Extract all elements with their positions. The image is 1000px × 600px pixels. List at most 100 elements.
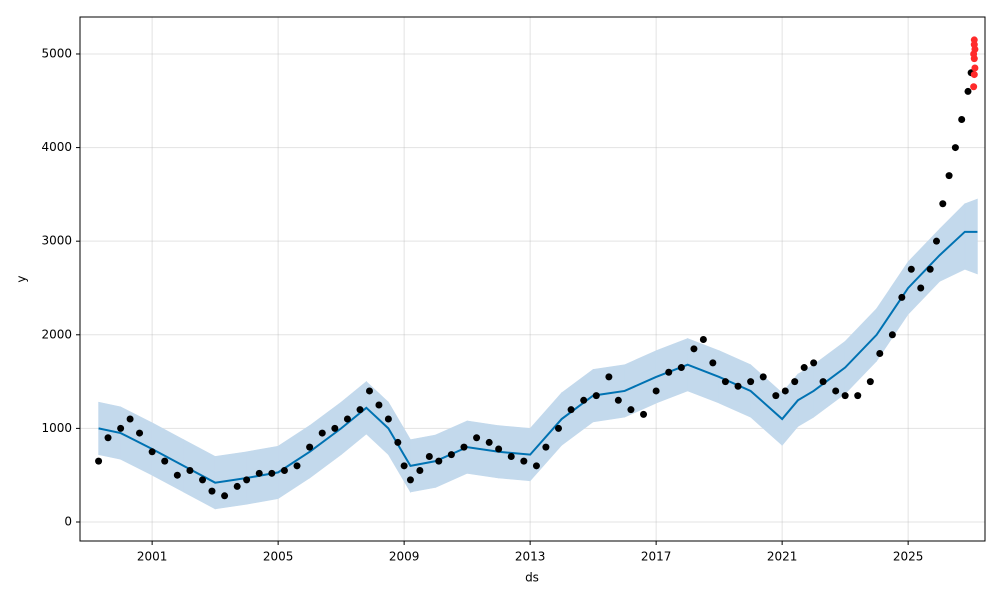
data-point xyxy=(734,382,742,390)
data-point xyxy=(772,392,780,400)
x-tick-label: 2017 xyxy=(641,550,672,564)
y-tick-label: 3000 xyxy=(41,234,72,248)
plot-area xyxy=(79,16,986,542)
data-point xyxy=(173,471,181,479)
data-point xyxy=(640,410,648,418)
data-point xyxy=(951,144,959,152)
data-point xyxy=(970,36,978,44)
data-point xyxy=(416,467,424,475)
data-point xyxy=(306,443,314,451)
data-point xyxy=(841,392,849,400)
data-point xyxy=(747,378,755,386)
data-point xyxy=(627,406,635,414)
data-point xyxy=(520,457,528,465)
data-point xyxy=(435,457,443,465)
x-tick-label: 2009 xyxy=(389,550,420,564)
data-point xyxy=(400,462,408,470)
data-point xyxy=(233,482,241,490)
data-point xyxy=(104,434,112,442)
data-point xyxy=(365,387,373,395)
data-point xyxy=(542,443,550,451)
data-point xyxy=(709,359,717,367)
y-tick-label: 5000 xyxy=(41,46,72,60)
data-point xyxy=(888,331,896,339)
data-point xyxy=(945,172,953,180)
data-point xyxy=(406,476,414,484)
data-point xyxy=(331,424,339,432)
data-point xyxy=(243,476,251,484)
data-point xyxy=(199,476,207,484)
data-point xyxy=(384,415,392,423)
data-point xyxy=(532,462,540,470)
data-point xyxy=(343,415,351,423)
data-point xyxy=(293,462,301,470)
data-point xyxy=(148,448,156,456)
data-point xyxy=(759,373,767,381)
data-point xyxy=(866,378,874,386)
data-point xyxy=(699,335,707,343)
data-point xyxy=(690,345,698,353)
data-point xyxy=(917,284,925,292)
data-point xyxy=(208,487,216,495)
data-point xyxy=(810,359,818,367)
data-point xyxy=(394,438,402,446)
data-point xyxy=(126,415,134,423)
y-tick-label: 1000 xyxy=(41,421,72,435)
data-point xyxy=(907,265,915,273)
x-tick-label: 2025 xyxy=(893,550,924,564)
data-point xyxy=(614,396,622,404)
data-point xyxy=(485,438,493,446)
y-axis-label: y xyxy=(15,275,29,282)
data-point xyxy=(970,71,978,79)
x-tick-label: 2005 xyxy=(263,550,294,564)
data-point xyxy=(971,64,979,72)
data-point xyxy=(356,406,364,414)
forecast-line xyxy=(98,230,978,484)
data-point xyxy=(95,457,103,465)
data-point xyxy=(958,115,966,123)
data-point xyxy=(677,364,685,372)
data-point xyxy=(255,469,263,477)
data-point xyxy=(898,293,906,301)
data-point xyxy=(652,387,660,395)
data-point xyxy=(605,373,613,381)
data-point xyxy=(580,396,588,404)
data-point xyxy=(567,406,575,414)
data-point xyxy=(876,350,884,358)
data-point xyxy=(136,429,144,437)
data-point xyxy=(447,451,455,459)
data-point xyxy=(268,469,276,477)
data-point xyxy=(800,364,808,372)
data-point xyxy=(832,387,840,395)
data-point xyxy=(117,424,125,432)
data-point xyxy=(507,452,515,460)
data-point xyxy=(926,265,934,273)
data-point xyxy=(665,368,673,376)
x-tick-label: 2013 xyxy=(515,550,546,564)
data-point xyxy=(932,237,940,245)
data-point xyxy=(592,392,600,400)
data-point xyxy=(375,401,383,409)
data-point xyxy=(791,378,799,386)
data-point xyxy=(460,443,468,451)
x-tick-label: 2001 xyxy=(137,550,168,564)
data-point xyxy=(939,200,947,208)
data-point xyxy=(554,424,562,432)
data-point xyxy=(425,452,433,460)
data-point xyxy=(186,467,194,475)
data-point xyxy=(280,467,288,475)
data-point xyxy=(318,429,326,437)
y-tick-label: 4000 xyxy=(41,140,72,154)
data-point xyxy=(970,83,978,91)
data-point xyxy=(854,392,862,400)
data-point xyxy=(964,87,972,95)
data-point xyxy=(721,378,729,386)
uncertainty-band xyxy=(964,198,978,275)
data-point xyxy=(473,434,481,442)
y-tick-label: 0 xyxy=(64,514,72,528)
data-point xyxy=(781,387,789,395)
data-point xyxy=(819,378,827,386)
data-point xyxy=(495,445,503,453)
x-tick-label: 2021 xyxy=(767,550,798,564)
